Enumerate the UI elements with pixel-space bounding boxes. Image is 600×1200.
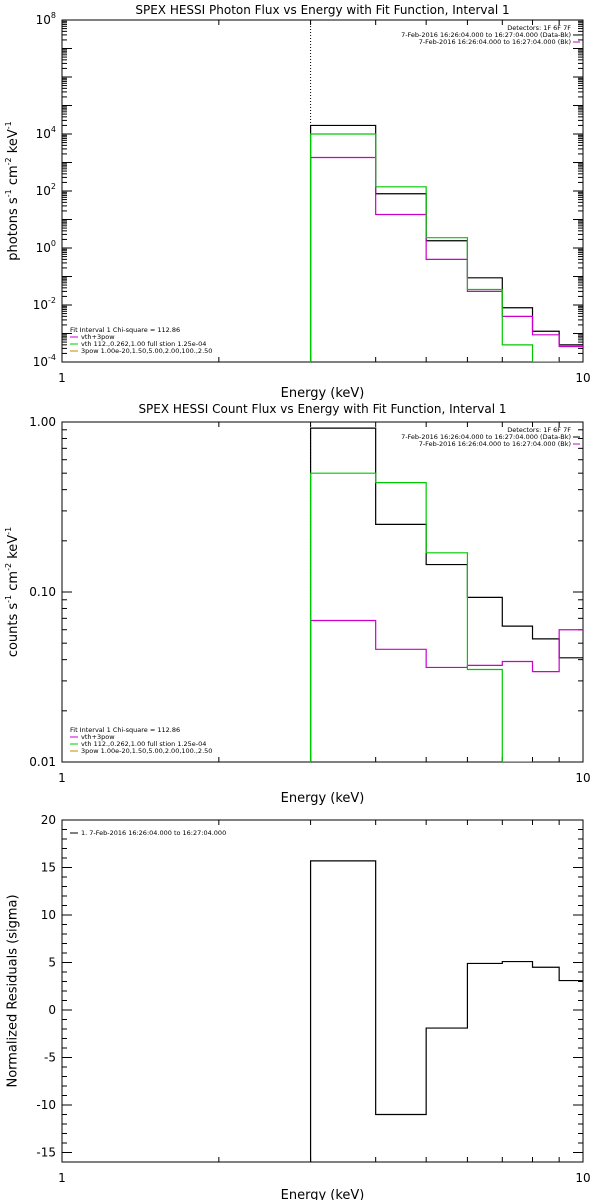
series-line-1 [309,860,583,1162]
y-tick-label: 5 [48,956,56,970]
y-tick-label: 0.01 [29,755,56,769]
legend-text: vth 112.,0.262,1.00 full stion 1.25e-04 [81,740,206,748]
x-tick-label: 10 [575,371,590,385]
y-axis-label: Normalized Residuals (sigma) [6,894,21,1087]
y-tick-label: 104 [36,125,56,141]
x-axis-label: Energy (keV) [281,386,365,401]
y-tick-label: 0.10 [29,585,56,599]
y-axis-label: counts s-1 cm-2 keV-1 [4,527,21,657]
legend-text: Detectors: 1F 6F 7F [507,24,571,32]
legend-text: 3pow 1.00e-20,1.50,5.00,2.00,100.,2.50 [81,747,212,755]
legend-text: vth+3pow [81,733,115,741]
series-line-1 [309,124,583,362]
y-tick-label: 10-4 [33,353,56,369]
chart-title: SPEX HESSI Count Flux vs Energy with Fit… [138,402,506,416]
y-axis-label: photons s-1 cm-2 keV-1 [4,121,21,260]
legend-text: vth+3pow [81,333,115,341]
legend-text: 3pow 1.00e-20,1.50,5.00,2.00,100.,2.50 [81,347,212,355]
series-line-1 [309,427,583,762]
legend-text: vth 112.,0.262,1.00 full stion 1.25e-04 [81,340,206,348]
legend-text: 7-Feb-2016 16:26:04.000 to 16:27:04.000 … [401,31,571,39]
y-tick-label: 10-2 [33,296,56,312]
legend-text: 7-Feb-2016 16:26:04.000 to 16:27:04.000 … [419,440,571,448]
y-tick-label: 10 [41,908,56,922]
x-axis-label: Energy (keV) [281,1188,365,1200]
y-tick-label: -10 [36,1098,56,1112]
chart-panel-2: SPEX HESSI Count Flux vs Energy with Fit… [4,402,591,806]
series-line-3 [309,133,560,362]
x-tick-label: 10 [575,771,590,785]
y-tick-label: 20 [41,813,56,827]
chart-panel-1: SPEX HESSI Photon Flux vs Energy with Fi… [4,3,591,401]
x-tick-label: 1 [58,371,66,385]
legend-text: Fit Interval 1 Chi-square = 112.86 [70,726,180,734]
y-tick-label: 102 [36,182,56,198]
legend-text: 7-Feb-2016 16:26:04.000 to 16:27:04.000 … [401,433,571,441]
legend-text: 1. 7-Feb-2016 16:26:04.000 to 16:27:04.0… [81,829,226,837]
series-line-2 [309,619,583,762]
x-tick-label: 1 [58,771,66,785]
y-tick-label: 1.00 [29,415,56,429]
y-tick-label: -15 [36,1146,56,1160]
series-line-3 [309,472,533,762]
plot-frame [61,819,584,1163]
x-tick-label: 1 [58,1171,66,1185]
x-axis-label: Energy (keV) [281,791,365,806]
chart-panel-3: 1 10 -15 -10 -5 0 5 10 15 20 Energy (keV) Normalize… [6,813,591,1200]
x-tick-label: 10 [575,1171,590,1185]
legend-text: Detectors: 1F 6F 7F [507,426,571,434]
y-tick-label: 15 [41,861,56,875]
y-tick-label: -5 [44,1051,56,1065]
y-tick-label: 108 [36,11,56,27]
chart-title: SPEX HESSI Photon Flux vs Energy with Fi… [135,3,509,17]
legend-text: 7-Feb-2016 16:26:04.000 to 16:27:04.000 … [419,38,571,46]
legend-text: Fit Interval 1 Chi-square = 112.86 [70,326,180,334]
plot-frame [61,19,584,363]
y-tick-label: 100 [36,239,56,255]
y-tick-label: 0 [48,1003,56,1017]
